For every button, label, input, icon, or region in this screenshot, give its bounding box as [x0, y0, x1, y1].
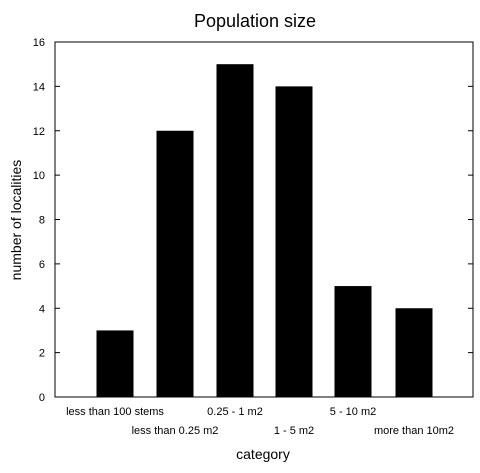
y-tick-label: 2 — [39, 348, 45, 360]
y-tick-label: 6 — [39, 259, 45, 271]
bar-series — [96, 64, 433, 397]
x-category-label: 1 - 5 m2 — [274, 425, 314, 437]
y-tick-label: 10 — [33, 170, 45, 182]
bar — [96, 330, 134, 397]
x-category-label: more than 10m2 — [374, 425, 454, 437]
y-tick-label: 0 — [39, 392, 45, 404]
x-category-label: 5 - 10 m2 — [330, 406, 376, 418]
y-axis-title: number of localities — [8, 160, 24, 281]
x-category-label: less than 0.25 m2 — [132, 425, 219, 437]
x-axis-title: category — [236, 446, 290, 462]
x-axis-category-labels: less than 100 stems less than 0.25 m2 0.25… — [66, 406, 454, 437]
bar — [216, 64, 254, 397]
y-tick-label: 12 — [33, 126, 45, 138]
y-axis-ticks: 0 2 4 6 8 10 12 14 16 — [33, 37, 473, 404]
chart-title: Population size — [194, 11, 316, 31]
x-category-label: less than 100 stems — [66, 406, 164, 418]
bar — [275, 86, 313, 397]
bar — [334, 286, 372, 397]
bar — [395, 308, 433, 397]
y-tick-label: 8 — [39, 215, 45, 227]
bar — [156, 130, 194, 397]
x-category-label: 0.25 - 1 m2 — [207, 406, 263, 418]
y-tick-label: 16 — [33, 37, 45, 49]
y-tick-label: 4 — [39, 303, 45, 315]
y-tick-label: 14 — [33, 81, 45, 93]
